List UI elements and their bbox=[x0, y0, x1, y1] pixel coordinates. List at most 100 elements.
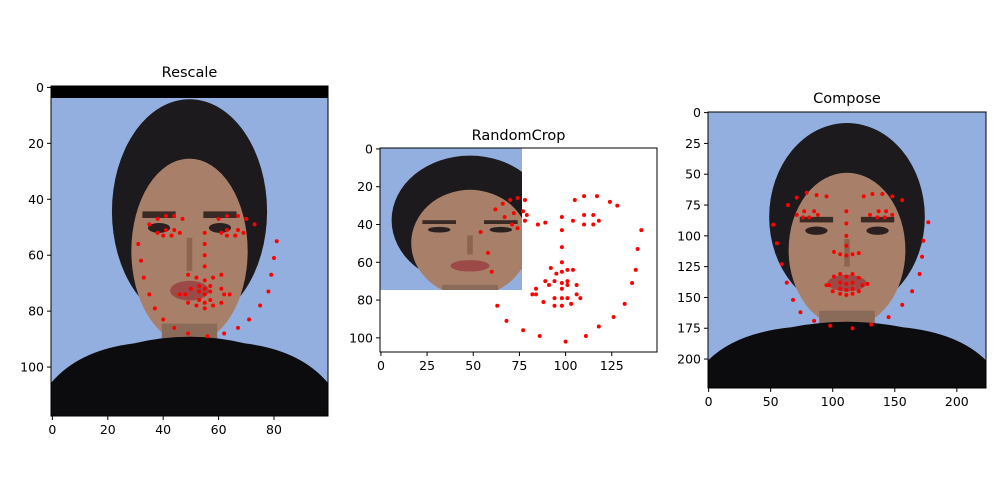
randomcrop-landmark-point bbox=[546, 282, 551, 287]
rescale-landmark-point bbox=[224, 233, 229, 238]
randomcrop-landmark-point bbox=[510, 222, 515, 227]
compose-landmark-point bbox=[850, 280, 855, 285]
panel-compose: 0 50 100 150 200 0 25 50 75 100 125 150 175 200 Comp… bbox=[677, 91, 987, 409]
compose-landmark-point bbox=[876, 209, 881, 214]
randomcrop-landmark-point bbox=[534, 286, 539, 291]
randomcrop-landmark-point bbox=[565, 296, 570, 301]
rescale-y-tick-label: 0 bbox=[36, 80, 44, 95]
compose-landmark-point bbox=[856, 251, 861, 256]
compose-y-tick-label: 150 bbox=[677, 290, 701, 305]
compose-landmark-point bbox=[886, 315, 891, 320]
rescale-landmark-point bbox=[235, 214, 240, 219]
randomcrop-landmark-point bbox=[521, 328, 526, 333]
compose-landmark-point bbox=[869, 322, 874, 327]
rescale-landmark-point bbox=[219, 286, 224, 291]
compose-landmark-point bbox=[910, 289, 915, 294]
compose-landmarks bbox=[771, 190, 931, 331]
rescale-x-tick-label: 20 bbox=[100, 422, 116, 437]
randomcrop-axes-frame bbox=[379, 147, 658, 353]
randomcrop-landmark-point bbox=[543, 279, 548, 284]
randomcrop-y-tick-label: 80 bbox=[357, 293, 373, 308]
compose-landmark-point bbox=[786, 203, 791, 208]
rescale-landmark-point bbox=[172, 325, 177, 330]
compose-landmark-point bbox=[798, 310, 803, 315]
compose-x-tick-label: 100 bbox=[821, 394, 845, 409]
randomcrop-landmark-point bbox=[552, 279, 557, 284]
rescale-landmark-point bbox=[197, 289, 202, 294]
rescale-landmark-point bbox=[219, 230, 224, 235]
rescale-landmark-point bbox=[161, 233, 166, 238]
rescale-landmark-point bbox=[208, 289, 213, 294]
compose-landmark-point bbox=[850, 326, 855, 331]
rescale-landmark-point bbox=[227, 292, 232, 297]
randomcrop-landmark-point bbox=[559, 286, 564, 291]
compose-landmark-point bbox=[844, 221, 849, 226]
compose-landmark-point bbox=[838, 280, 843, 285]
compose-y-tick-label: 25 bbox=[685, 136, 701, 151]
randomcrop-landmark-point bbox=[548, 265, 553, 270]
randomcrop-landmark-point bbox=[570, 267, 575, 272]
rescale-landmark-point bbox=[180, 216, 185, 221]
compose-landmark-point bbox=[884, 209, 889, 214]
randomcrop-landmark-point bbox=[515, 226, 520, 231]
compose-landmark-point bbox=[875, 215, 880, 220]
randomcrop-x-tick-label: 125 bbox=[600, 358, 624, 373]
randomcrop-landmark-point bbox=[521, 209, 526, 214]
randomcrop-y-tick-label: 100 bbox=[349, 330, 373, 345]
compose-landmark-point bbox=[856, 289, 861, 294]
randomcrop-landmark-point bbox=[574, 282, 579, 287]
compose-landmark-point bbox=[900, 198, 905, 203]
rescale-landmark-point bbox=[139, 258, 144, 263]
rescale-landmark-point bbox=[202, 253, 207, 258]
randomcrop-landmark-point bbox=[569, 301, 574, 306]
rescale-landmark-point bbox=[194, 303, 199, 308]
randomcrop-landmark-point bbox=[559, 245, 564, 250]
rescale-x-tick-label: 40 bbox=[155, 422, 171, 437]
randomcrop-landmark-point bbox=[596, 324, 601, 329]
rescale-landmark-point bbox=[147, 222, 152, 227]
compose-landmark-point bbox=[844, 233, 849, 238]
compose-landmark-point bbox=[838, 272, 843, 277]
compose-y-tick-label: 0 bbox=[693, 105, 701, 120]
randomcrop-landmark-point bbox=[559, 260, 564, 265]
compose-landmark-point bbox=[828, 323, 833, 328]
compose-landmark-point bbox=[824, 194, 829, 199]
rescale-landmark-point bbox=[235, 325, 240, 330]
randomcrop-landmark-point bbox=[537, 333, 542, 338]
compose-landmark-point bbox=[890, 194, 895, 199]
randomcrop-x-ticks: 0 25 50 75 100 125 bbox=[377, 352, 624, 373]
rescale-landmark-point bbox=[155, 230, 160, 235]
randomcrop-landmark-point bbox=[511, 211, 516, 216]
rescale-landmark-point bbox=[172, 228, 177, 233]
rescale-landmark-point bbox=[202, 278, 207, 283]
rescale-landmark-point bbox=[224, 214, 229, 219]
compose-landmark-point bbox=[838, 291, 843, 296]
randomcrop-landmark-point bbox=[572, 197, 577, 202]
compose-landmark-point bbox=[850, 286, 855, 291]
rescale-landmark-point bbox=[197, 297, 202, 302]
randomcrop-landmark-point bbox=[565, 279, 570, 284]
randomcrop-landmark-point bbox=[582, 194, 587, 199]
randomcrop-x-tick-label: 25 bbox=[419, 358, 435, 373]
randomcrop-y-tick-label: 60 bbox=[357, 255, 373, 270]
randomcrop-landmark-point bbox=[522, 218, 527, 223]
randomcrop-landmark-point bbox=[530, 292, 535, 297]
randomcrop-landmark-point bbox=[596, 218, 601, 223]
compose-y-tick-label: 200 bbox=[677, 352, 701, 367]
compose-landmark-point bbox=[838, 286, 843, 291]
rescale-landmark-point bbox=[163, 228, 168, 233]
rescale-landmark-point bbox=[202, 300, 207, 305]
randomcrop-landmark-point bbox=[541, 299, 546, 304]
compose-landmark-point bbox=[844, 274, 849, 279]
randomcrop-landmark-point bbox=[583, 333, 588, 338]
compose-axes-frame bbox=[707, 111, 987, 389]
compose-landmark-point bbox=[830, 289, 835, 294]
rescale-landmark-point bbox=[186, 300, 191, 305]
rescale-landmark-point bbox=[216, 216, 221, 221]
compose-y-ticks: 0 25 50 75 100 125 150 175 200 bbox=[677, 105, 708, 367]
rescale-landmark-point bbox=[252, 222, 257, 227]
rescale-landmark-point bbox=[141, 275, 146, 280]
compose-landmark-point bbox=[844, 292, 849, 297]
rescale-landmark-point bbox=[177, 230, 182, 235]
compose-landmark-point bbox=[865, 281, 870, 286]
